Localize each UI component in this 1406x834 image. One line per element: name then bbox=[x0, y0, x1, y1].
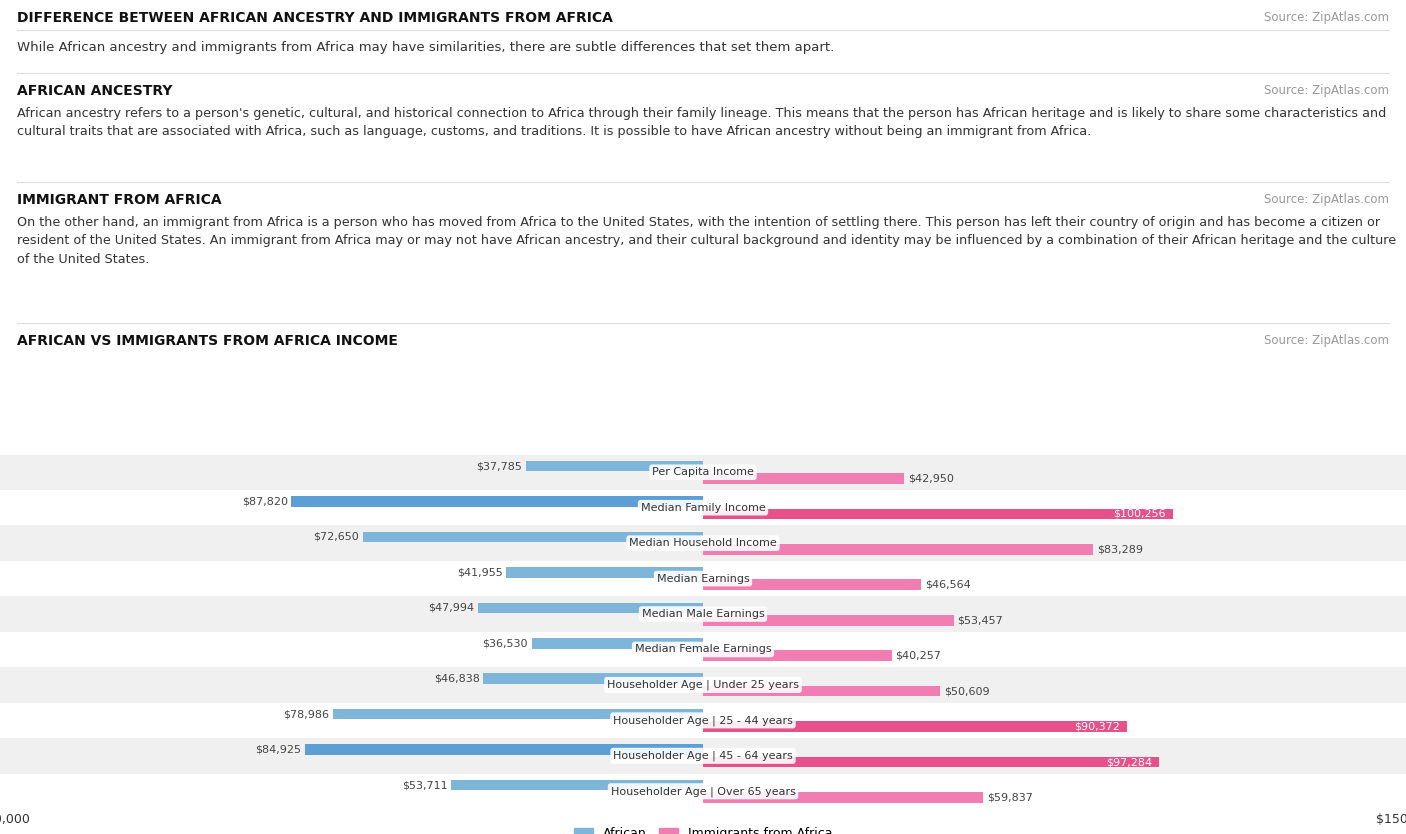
Bar bbox=[703, 473, 904, 484]
Text: Householder Age | 25 - 44 years: Householder Age | 25 - 44 years bbox=[613, 715, 793, 726]
Text: Median Male Earnings: Median Male Earnings bbox=[641, 609, 765, 619]
Text: $40,257: $40,257 bbox=[896, 651, 941, 661]
Text: $50,609: $50,609 bbox=[943, 686, 990, 696]
Bar bbox=[703, 580, 921, 590]
Bar bbox=[0, 455, 1406, 490]
Bar bbox=[506, 567, 703, 578]
Bar bbox=[478, 602, 703, 613]
Text: $42,950: $42,950 bbox=[908, 474, 953, 484]
Text: Source: ZipAtlas.com: Source: ZipAtlas.com bbox=[1264, 12, 1389, 24]
Bar bbox=[0, 632, 1406, 667]
Text: $84,925: $84,925 bbox=[256, 745, 301, 755]
Bar bbox=[291, 496, 703, 507]
Text: Source: ZipAtlas.com: Source: ZipAtlas.com bbox=[1264, 84, 1389, 97]
Text: $59,837: $59,837 bbox=[987, 792, 1033, 802]
Text: AFRICAN ANCESTRY: AFRICAN ANCESTRY bbox=[17, 84, 173, 98]
Bar bbox=[305, 744, 703, 755]
Text: $46,838: $46,838 bbox=[434, 674, 479, 684]
Bar bbox=[703, 615, 953, 626]
Bar bbox=[0, 525, 1406, 561]
Text: Source: ZipAtlas.com: Source: ZipAtlas.com bbox=[1264, 193, 1389, 206]
Text: $72,650: $72,650 bbox=[314, 532, 359, 542]
Bar bbox=[0, 774, 1406, 809]
Text: African ancestry refers to a person's genetic, cultural, and historical connecti: African ancestry refers to a person's ge… bbox=[17, 107, 1386, 138]
Bar bbox=[703, 544, 1094, 555]
Bar bbox=[0, 596, 1406, 632]
Bar bbox=[484, 673, 703, 684]
Text: Householder Age | Over 65 years: Householder Age | Over 65 years bbox=[610, 786, 796, 796]
Text: While African ancestry and immigrants from Africa may have similarities, there a: While African ancestry and immigrants fr… bbox=[17, 41, 834, 54]
Text: Householder Age | 45 - 64 years: Householder Age | 45 - 64 years bbox=[613, 751, 793, 761]
Text: Median Earnings: Median Earnings bbox=[657, 574, 749, 584]
Text: Source: ZipAtlas.com: Source: ZipAtlas.com bbox=[1264, 334, 1389, 347]
Text: $87,820: $87,820 bbox=[242, 496, 288, 506]
Text: Median Female Earnings: Median Female Earnings bbox=[634, 645, 772, 655]
Bar bbox=[0, 490, 1406, 525]
Bar bbox=[333, 709, 703, 720]
Text: $36,530: $36,530 bbox=[482, 638, 529, 648]
Bar bbox=[0, 738, 1406, 774]
Bar bbox=[0, 561, 1406, 596]
Text: Median Family Income: Median Family Income bbox=[641, 503, 765, 513]
Text: $78,986: $78,986 bbox=[283, 709, 329, 719]
Legend: African, Immigrants from Africa: African, Immigrants from Africa bbox=[569, 822, 837, 834]
Text: $53,711: $53,711 bbox=[402, 780, 447, 790]
Text: IMMIGRANT FROM AFRICA: IMMIGRANT FROM AFRICA bbox=[17, 193, 222, 207]
Bar bbox=[531, 638, 703, 649]
Bar bbox=[703, 721, 1126, 732]
Bar bbox=[703, 792, 983, 803]
Text: Per Capita Income: Per Capita Income bbox=[652, 467, 754, 477]
Text: $37,785: $37,785 bbox=[477, 461, 522, 471]
Text: DIFFERENCE BETWEEN AFRICAN ANCESTRY AND IMMIGRANTS FROM AFRICA: DIFFERENCE BETWEEN AFRICAN ANCESTRY AND … bbox=[17, 12, 613, 25]
Text: $53,457: $53,457 bbox=[957, 615, 1002, 626]
Bar bbox=[703, 651, 891, 661]
Text: $97,284: $97,284 bbox=[1105, 757, 1152, 767]
Text: $90,372: $90,372 bbox=[1074, 721, 1119, 731]
Bar bbox=[0, 667, 1406, 702]
Text: Median Household Income: Median Household Income bbox=[628, 538, 778, 548]
Text: $47,994: $47,994 bbox=[429, 603, 474, 613]
Text: $100,256: $100,256 bbox=[1114, 509, 1166, 519]
Text: On the other hand, an immigrant from Africa is a person who has moved from Afric: On the other hand, an immigrant from Afr… bbox=[17, 216, 1396, 266]
Text: $46,564: $46,564 bbox=[925, 580, 970, 590]
Bar bbox=[0, 702, 1406, 738]
Text: $41,955: $41,955 bbox=[457, 567, 502, 577]
Text: $83,289: $83,289 bbox=[1097, 545, 1143, 555]
Text: AFRICAN VS IMMIGRANTS FROM AFRICA INCOME: AFRICAN VS IMMIGRANTS FROM AFRICA INCOME bbox=[17, 334, 398, 348]
Bar bbox=[526, 460, 703, 471]
Bar bbox=[703, 686, 941, 696]
Bar bbox=[451, 780, 703, 791]
Bar bbox=[703, 756, 1159, 767]
Bar bbox=[363, 531, 703, 542]
Text: Householder Age | Under 25 years: Householder Age | Under 25 years bbox=[607, 680, 799, 691]
Bar bbox=[703, 509, 1173, 520]
